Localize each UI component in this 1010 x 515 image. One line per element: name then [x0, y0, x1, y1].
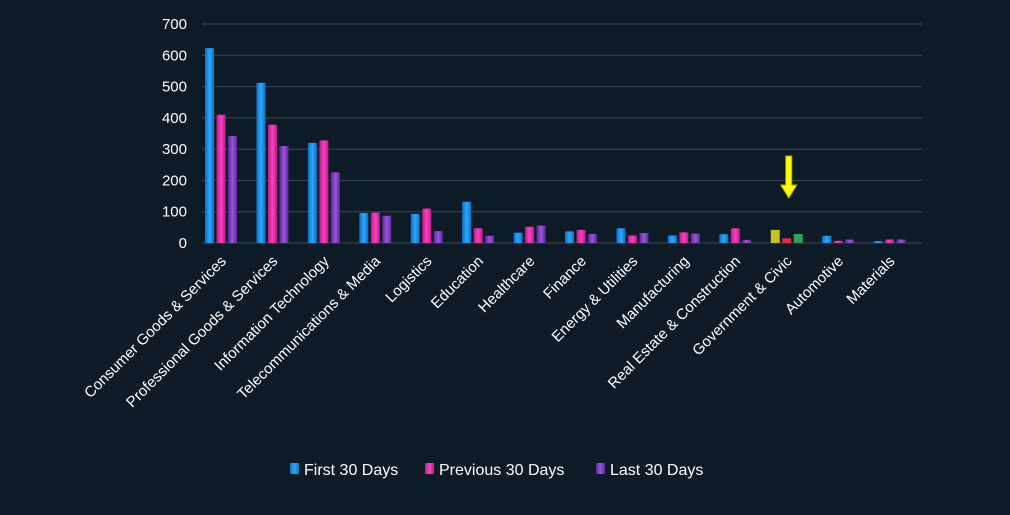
y-tick-label: 100 — [162, 204, 187, 221]
bar-first-30-days — [770, 229, 780, 243]
legend-swatch — [596, 463, 605, 474]
bar-first-30-days — [719, 234, 729, 243]
bar-first-30-days — [822, 235, 832, 243]
x-tick-label: Healthcare — [475, 253, 538, 316]
bar-last-30-days — [279, 146, 289, 243]
down-arrow-icon — [779, 155, 798, 199]
bar-previous-30-days — [525, 226, 535, 243]
y-axis-tick-labels: 0 100 200 300 400 500 600 700 — [162, 16, 187, 252]
bar-last-30-days — [588, 233, 598, 243]
bar-first-30-days — [462, 201, 472, 243]
bar-previous-30-days — [627, 235, 637, 243]
bar-last-30-days — [485, 235, 495, 243]
bar-previous-30-days — [782, 238, 792, 243]
legend-label: Previous 30 Days — [439, 462, 564, 479]
bar-previous-30-days — [267, 124, 277, 243]
bar-previous-30-days — [473, 228, 483, 243]
y-tick-label: 200 — [162, 172, 187, 189]
bar-last-30-days — [433, 231, 443, 243]
bar-first-30-days — [256, 82, 266, 244]
bar-previous-30-days — [576, 229, 586, 243]
bar-last-30-days — [330, 172, 340, 243]
bar-previous-30-days — [833, 240, 843, 243]
bar-first-30-days — [410, 213, 420, 243]
bar-first-30-days — [616, 228, 626, 243]
x-tick-label: Government & Civic — [689, 252, 796, 359]
legend: First 30 Days Previous 30 Days Last 30 Day… — [290, 462, 703, 479]
legend-swatch — [425, 463, 434, 474]
y-tick-label: 400 — [162, 110, 187, 127]
bar-last-30-days — [382, 215, 392, 243]
bar-previous-30-days — [679, 232, 689, 243]
bar-first-30-days — [873, 241, 883, 243]
y-tick-label: 600 — [162, 47, 187, 64]
bars — [205, 48, 906, 244]
bar-first-30-days — [359, 212, 369, 243]
bar-last-30-days — [536, 225, 546, 243]
bar-last-30-days — [639, 232, 649, 243]
bar-last-30-days — [845, 239, 855, 243]
y-tick-label: 300 — [162, 141, 187, 158]
legend-label: First 30 Days — [304, 462, 398, 479]
bar-last-30-days — [228, 136, 238, 243]
bar-previous-30-days — [370, 212, 380, 243]
legend-swatch — [290, 463, 299, 474]
bar-last-30-days — [793, 233, 803, 243]
bar-previous-30-days — [422, 208, 432, 243]
bar-last-30-days — [742, 239, 752, 243]
bar-previous-30-days — [730, 228, 740, 243]
bar-previous-30-days — [319, 140, 329, 243]
y-tick-label: 0 — [179, 235, 187, 252]
x-tick-label: Logistics — [382, 253, 435, 306]
bar-first-30-days — [205, 48, 215, 244]
x-tick-label: Materials — [843, 253, 898, 308]
y-tick-label: 500 — [162, 79, 187, 96]
bar-previous-30-days — [885, 239, 895, 243]
legend-label: Last 30 Days — [610, 462, 703, 479]
bar-last-30-days — [896, 239, 906, 243]
bar-first-30-days — [513, 232, 523, 243]
y-tick-label: 700 — [162, 16, 187, 33]
bar-previous-30-days — [216, 114, 226, 243]
bar-last-30-days — [690, 233, 700, 243]
x-tick-label: Energy & Utilities — [548, 253, 641, 346]
bar-first-30-days — [667, 235, 677, 243]
bar-first-30-days — [565, 231, 575, 243]
annotations — [779, 155, 798, 199]
bar-first-30-days — [307, 142, 317, 243]
x-tick-label: Finance — [540, 253, 590, 303]
